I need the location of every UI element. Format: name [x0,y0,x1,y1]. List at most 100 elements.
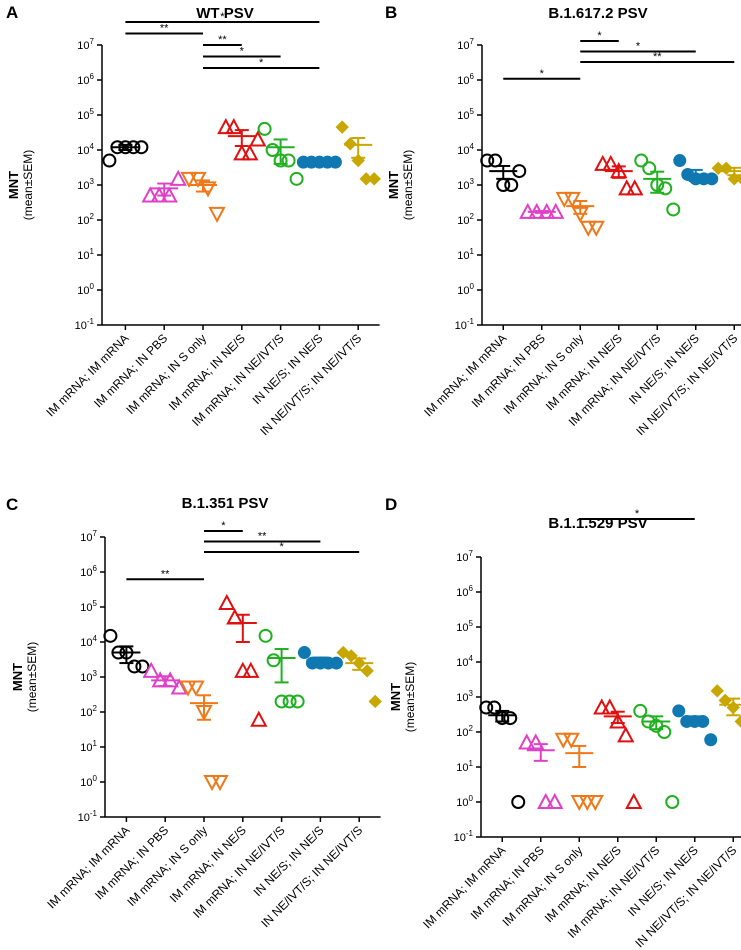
series-3 [180,171,226,223]
y-tick-label: 106 [80,564,97,579]
data-point [170,678,188,695]
y-tick-label: 107 [77,37,94,52]
significance-label: * [259,57,264,69]
series-6 [297,646,343,670]
data-point [343,137,357,151]
data-point [586,795,604,812]
y-tick-label: 101 [457,247,474,262]
y-axis-sublabel: (mean±SEM) [401,150,415,221]
series-4 [594,154,644,196]
y-tick-label: 10-1 [454,829,474,844]
y-axis-sublabel: (mean±SEM) [25,642,39,713]
panel-letter: B [385,3,397,22]
y-tick-label: 104 [457,142,474,157]
y-tick-label: 102 [80,704,97,719]
data-point [634,153,649,168]
data-point [290,694,305,709]
data-point [249,130,267,147]
y-tick-label: 105 [456,619,473,634]
series-5 [633,703,680,809]
data-point [658,181,673,196]
significance-label: ** [218,34,227,46]
data-point [266,653,281,668]
data-point [546,792,564,809]
data-point [735,173,741,185]
significance-label: ** [161,568,170,580]
panel-B: B B.1.617.2 PSV MNT (mean±SEM) 10-1 100 101 102… [385,3,741,438]
series-6 [673,154,719,186]
series-2 [519,202,565,219]
significance-label: * [635,508,640,520]
data-point [103,628,118,643]
data-point [503,711,518,726]
data-point [329,656,343,670]
data-point [672,704,686,718]
chart-title: B.1.1.529 PSV [548,515,647,532]
significance-label: * [597,30,602,42]
series-2 [142,661,188,695]
data-point [242,661,260,678]
series-1 [103,628,150,674]
data-point [710,684,724,698]
series-5 [634,153,681,217]
y-tick-label: 104 [80,634,97,649]
y-tick-label: 100 [456,794,473,809]
series-3 [179,680,229,792]
data-point [562,732,580,749]
data-point [127,659,142,674]
data-point [241,144,259,161]
data-point [360,664,374,678]
data-point [504,178,519,192]
data-point [265,143,280,157]
y-tick-label: 10-1 [455,317,475,332]
panel-letter: A [6,3,18,22]
data-point [218,593,236,611]
data-point [609,712,627,729]
significance-label: * [540,68,545,80]
data-point [633,703,648,718]
y-tick-label: 107 [457,37,474,52]
data-point [601,698,619,715]
significance-label: * [240,46,245,58]
series-1 [480,153,527,192]
y-axis-label: MNT [10,663,25,691]
data-point [673,154,687,168]
data-point [617,726,635,743]
y-tick-label: 105 [77,107,94,122]
data-point [563,191,581,209]
data-point [665,795,680,809]
y-tick-label: 102 [457,212,474,227]
series-2 [518,733,564,809]
data-point [587,220,605,237]
panel-C: C B.1.351 PSV MNT (mean±SEM) 10-1 100 101 102 10… [6,495,382,930]
series-2 [141,169,187,203]
x-tick-label: IN NE/S; IN NE/S [626,331,702,407]
x-tick-label: IN NE/S; IN NE/S [251,823,327,899]
series-7 [710,684,741,728]
significance-label: * [220,11,225,23]
significance-label: * [221,520,226,532]
y-tick-label: 107 [456,549,473,564]
data-point [102,153,117,168]
panel-D: D B.1.1.529 PSV MNT (mean±SEM) 10-1 100 101 102… [385,495,741,950]
y-tick-label: 104 [77,142,94,157]
data-point [189,171,207,188]
data-point [225,118,243,135]
panel-letter: C [6,495,18,514]
series-5 [258,628,305,709]
y-tick-label: 103 [80,669,97,684]
y-tick-label: 103 [77,177,94,192]
y-tick-label: 105 [80,599,97,614]
y-axis-label: MNT [388,683,403,711]
y-axis-label: MNT [386,171,401,199]
series-6 [672,704,718,747]
series-5 [257,121,304,186]
y-tick-label: 101 [77,247,94,262]
panel-A: A WT PSV MNT (mean±SEM) 10-1 100 101 102 103 104 1… [6,3,381,438]
data-point [250,710,268,727]
data-point [666,202,681,217]
data-point [142,661,160,678]
y-tick-label: 105 [457,107,474,122]
data-point [705,172,719,186]
